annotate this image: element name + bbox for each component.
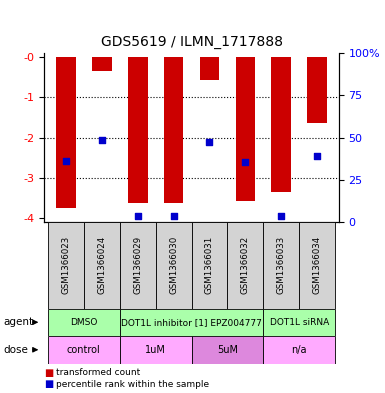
Point [63,158,69,164]
Text: GSM1366023: GSM1366023 [61,236,70,294]
Text: 5uM: 5uM [217,345,238,355]
Text: GSM1366034: GSM1366034 [313,236,322,294]
Text: ■: ■ [44,379,54,389]
Bar [263,309,335,336]
Text: GSM1366031: GSM1366031 [205,236,214,294]
Bar [84,222,120,309]
Bar [299,222,335,309]
Text: DMSO: DMSO [70,318,97,327]
Text: n/a: n/a [291,345,307,355]
Point [135,213,141,219]
Bar [120,222,156,309]
Point [314,152,320,159]
Text: 1uM: 1uM [145,345,166,355]
Bar [236,57,255,201]
Bar [263,336,335,364]
Bar [228,222,263,309]
Text: GSM1366032: GSM1366032 [241,236,250,294]
Bar [120,336,192,364]
Bar [192,222,228,309]
Text: agent: agent [4,317,34,327]
Bar [307,57,327,123]
Text: DOT1L siRNA: DOT1L siRNA [270,318,329,327]
Text: percentile rank within the sample: percentile rank within the sample [56,380,209,389]
Bar [48,309,120,336]
Bar [128,57,147,203]
Point [171,213,177,219]
Bar [156,222,192,309]
Text: GSM1366033: GSM1366033 [277,236,286,294]
Bar [263,222,299,309]
Point [278,213,285,219]
Bar [48,336,120,364]
Text: dose: dose [4,345,29,355]
Bar [56,57,76,208]
Text: GSM1366030: GSM1366030 [169,236,178,294]
Text: ■: ■ [44,367,54,378]
Point [242,159,248,165]
Point [99,137,105,143]
Bar [164,57,184,203]
Bar [92,57,112,71]
Bar [120,309,263,336]
Text: transformed count: transformed count [56,368,140,377]
Text: DOT1L inhibitor [1] EPZ004777: DOT1L inhibitor [1] EPZ004777 [121,318,262,327]
Point [206,138,213,145]
Text: control: control [67,345,100,355]
Title: GDS5619 / ILMN_1717888: GDS5619 / ILMN_1717888 [100,35,283,49]
Bar [271,57,291,192]
Text: GSM1366029: GSM1366029 [133,236,142,294]
Bar [48,222,84,309]
Text: GSM1366024: GSM1366024 [97,236,106,294]
Bar [199,57,219,81]
Bar [192,336,263,364]
